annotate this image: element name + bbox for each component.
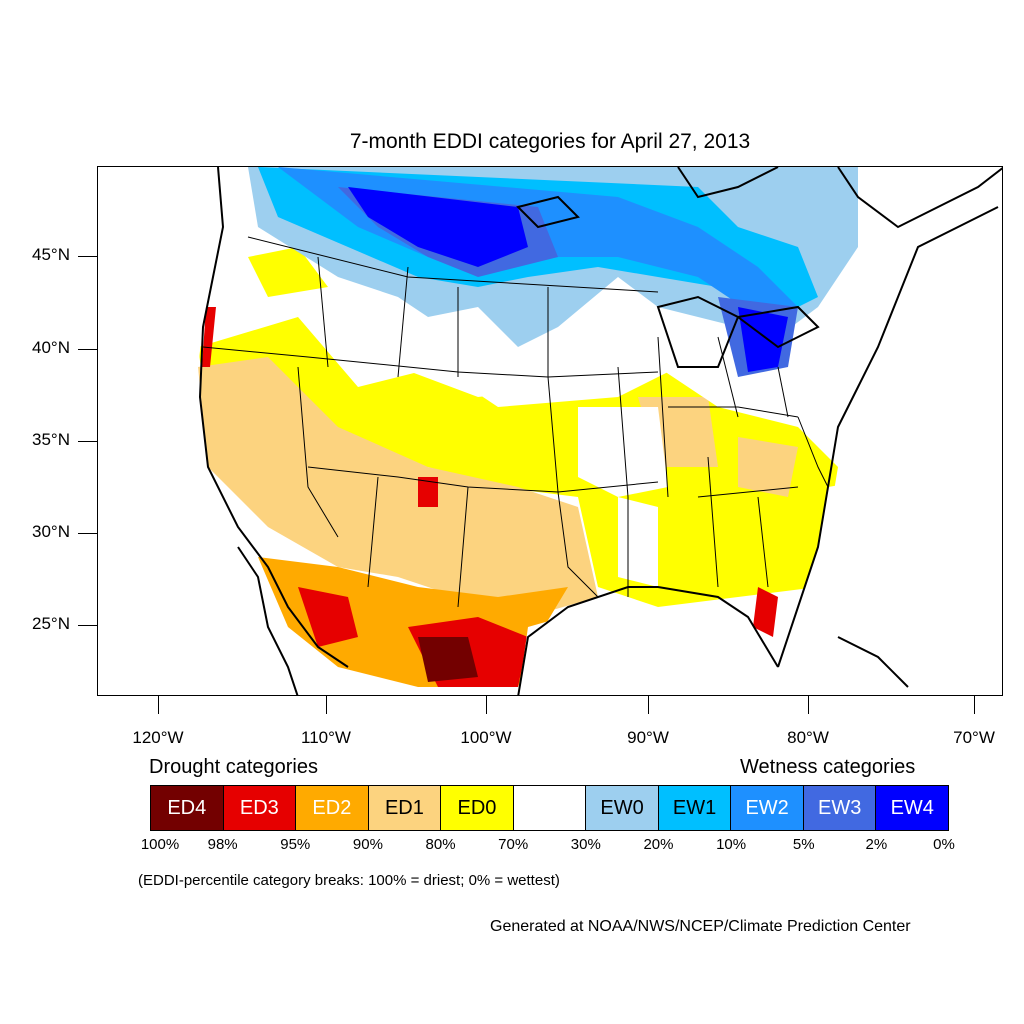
lon-label-80: 80°W [787,728,829,747]
map-panel [97,166,1003,696]
legend-cell-ed2: ED2 [296,786,369,830]
lon-tick [326,696,327,714]
state-borders [202,236,829,608]
legend-cell-ed0: ED0 [441,786,514,830]
legend-break-label: 80% [425,836,456,853]
category-legend: ED4 ED3 ED2 ED1 ED0 EW0 EW1 EW2 EW3 EW4 [150,785,949,831]
wetness-heading: Wetness categories [740,756,916,778]
lon-tick [648,696,649,714]
legend-break-label: 2% [865,836,888,853]
lat-label-25: 25°N [32,614,70,633]
legend-break-label: 0% [933,836,955,853]
legend-break-label: 30% [570,836,601,853]
ew4-region [348,187,528,267]
legend-break-label: 20% [643,836,674,853]
legend-break-label: 70% [498,836,529,853]
legend-break-label: 95% [280,836,311,853]
legend-break-label: 10% [716,836,747,853]
legend-cell-ew2: EW2 [731,786,804,830]
drought-heading: Drought categories [149,756,318,778]
legend-cell-ed3: ED3 [223,786,297,830]
lon-tick [808,696,809,714]
ed4-region [418,637,478,682]
lon-tick [486,696,487,714]
map-title: 7-month EDDI categories for April 27, 20… [349,130,751,153]
lon-label-70: 70°W [953,728,995,747]
lat-label-40: 40°N [32,338,70,357]
ed3-region [298,587,358,647]
lat-label-45: 45°N [32,245,70,264]
legend-cell-ew1: EW1 [658,786,732,830]
lon-tick [974,696,975,714]
legend-break-label: 98% [207,836,238,853]
legend-break-label: 5% [792,836,815,853]
legend-cell-ew4: EW4 [876,786,949,830]
lon-label-100: 100°W [460,728,512,747]
lat-tick [78,349,97,350]
legend-cell-ew3: EW3 [803,786,877,830]
ed0-region [198,317,838,607]
lon-label-120: 120°W [132,728,184,747]
lat-tick [78,625,97,626]
eddi-map [198,167,1002,695]
legend-cell-ed1: ED1 [368,786,442,830]
category-note: (EDDI-percentile category breaks: 100% =… [138,872,560,889]
lat-label-35: 35°N [32,430,70,449]
legend-break-label: 90% [352,836,383,853]
lon-label-110: 110°W [301,728,351,747]
credit-line: Generated at NOAA/NWS/NCEP/Climate Predi… [490,918,911,935]
legend-break-label: 100% [140,836,180,853]
legend-cell-ew0: EW0 [586,786,659,830]
lon-tick [158,696,159,714]
lat-tick [78,256,97,257]
lat-tick [78,441,97,442]
lat-tick [78,533,97,534]
ed1-region [198,357,598,617]
lon-label-90: 90°W [627,728,669,747]
coastlines [198,167,1002,695]
lat-label-30: 30°N [32,522,70,541]
legend-cell-neutral [513,786,587,830]
legend-cell-ed4: ED4 [151,786,224,830]
